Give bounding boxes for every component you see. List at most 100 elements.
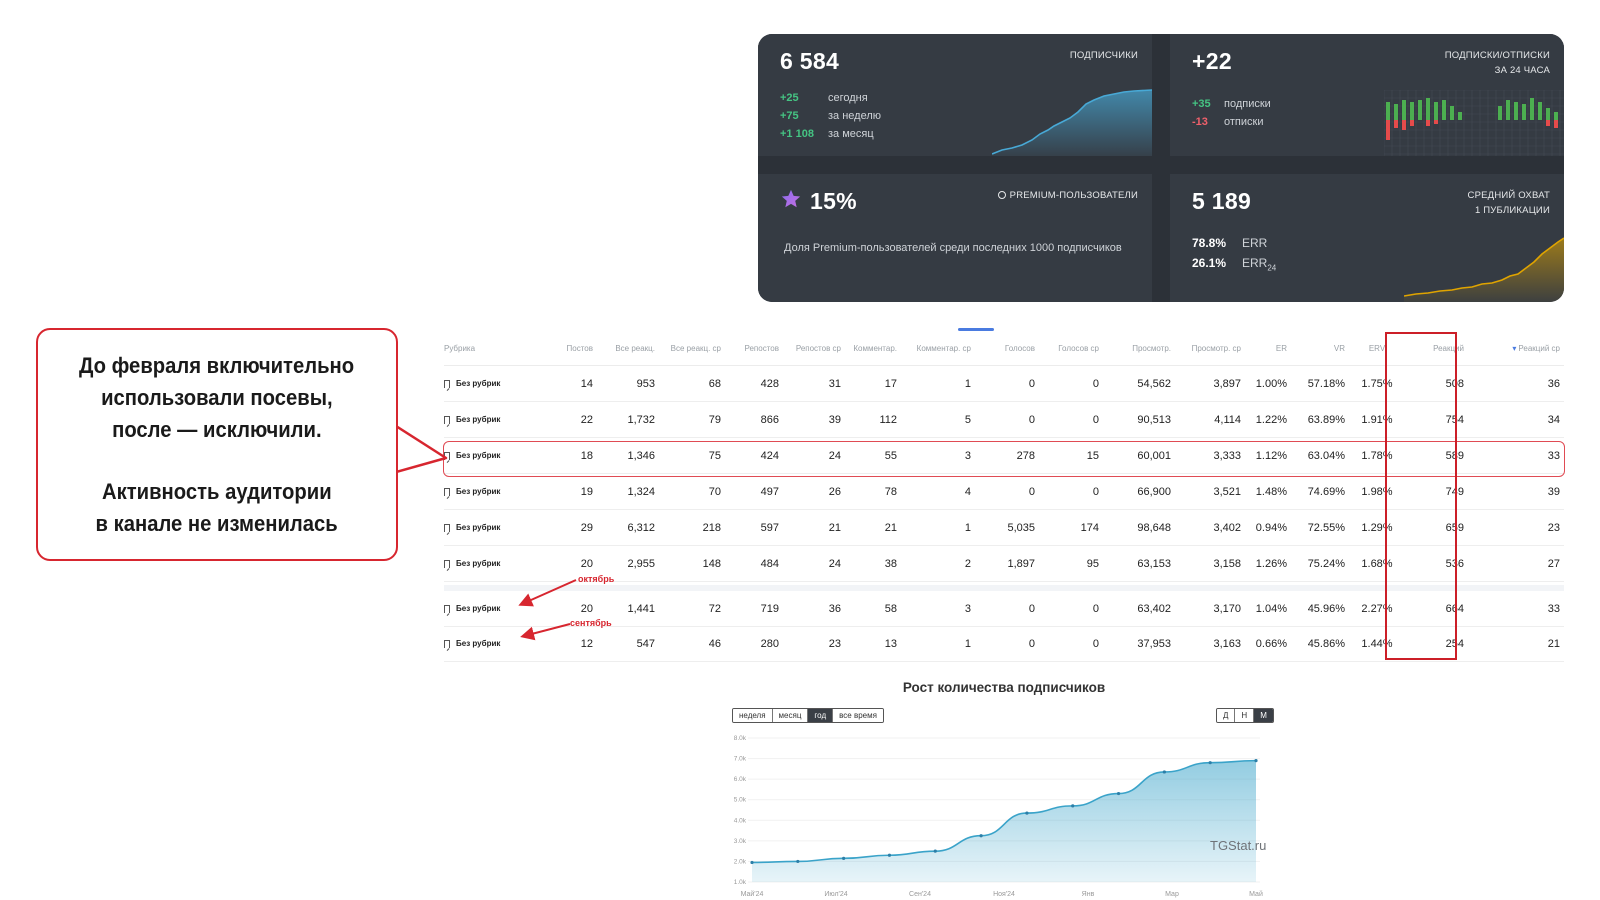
table-cell: 749	[1445, 485, 1464, 498]
reach-card[interactable]: 5 189 СРЕДНИЙ ОХВАТ 1 ПУБЛИКАЦИИ 78.8% ERR…	[1170, 174, 1564, 302]
data-point	[1071, 804, 1075, 808]
table-cell: 36	[1547, 377, 1560, 390]
column-header[interactable]: Комментар. ср	[916, 344, 971, 353]
star-icon	[781, 189, 801, 208]
x-tick-label: Май	[1249, 890, 1263, 898]
column-header[interactable]: Все реакц.	[615, 344, 655, 353]
data-point	[1116, 791, 1121, 796]
minus-bar	[1394, 120, 1398, 128]
premium-label: PREMIUM-ПОЛЬЗОВАТЕЛИ	[997, 188, 1138, 203]
table-cell: 0	[1092, 637, 1099, 650]
table-cell: 6,312	[627, 521, 655, 534]
switch-button[interactable]: М	[1254, 709, 1273, 722]
table-row[interactable]: Без рубрик 20 1,441 72 719 36 58 3 0 0 63,402 3,170…	[444, 591, 1564, 627]
table-cell: 26	[828, 485, 841, 498]
subscribers-count: 6 584	[780, 48, 840, 74]
minus-bar	[1554, 120, 1558, 128]
subs-month-row: +1 108 за месяц	[780, 128, 874, 140]
rubric-cell[interactable]: Без рубрик	[444, 626, 524, 661]
column-header[interactable]: Просмотр.	[1132, 344, 1171, 353]
bookmark-icon	[444, 639, 450, 648]
table-row[interactable]: Без рубрик 18 1,346 75 424 24 55 3 278 15 60,001 3,…	[444, 438, 1564, 474]
column-header[interactable]: Постов	[566, 344, 593, 353]
bookmark-icon	[444, 379, 450, 388]
table-row[interactable]: Без рубрик 12 547 46 280 23 13 1 0 0 37,953 3,163 0.…	[444, 626, 1564, 662]
annotation-callout: До февраля включительно использовали пос…	[36, 328, 398, 561]
table-cell: 78	[884, 485, 897, 498]
rubric-cell[interactable]: Без рубрик	[444, 366, 524, 401]
period-switcher: неделя месяц год все время	[732, 708, 884, 723]
table-cell: 1	[964, 377, 971, 390]
switch-button[interactable]: Д	[1217, 709, 1236, 722]
bookmark-icon	[444, 451, 450, 460]
table-cell: 57.18%	[1307, 377, 1345, 390]
table-row[interactable]: Без рубрик 22 1,732 79 866 39 112 5 0 0 90,513 4,11…	[444, 402, 1564, 438]
x-tick-label: Июл'24	[824, 891, 847, 898]
table-row[interactable]: Без рубрик 20 2,955 148 484 24 38 2 1,897 95 63,15…	[444, 546, 1564, 582]
column-header[interactable]: Голосов ср	[1058, 344, 1099, 353]
growth-chart-card: Рост количества подписчиков неделя месяц г…	[720, 662, 1288, 900]
subscribers-card[interactable]: 6 584 ПОДПИСЧИКИ +25 сегодня +75 за неделю…	[758, 34, 1152, 156]
table-cell: 4,114	[1214, 413, 1241, 426]
rubric-cell[interactable]: Без рубрик	[444, 438, 524, 473]
switch-button[interactable]: все время	[833, 709, 883, 722]
sort-icon[interactable]: ▾	[1512, 344, 1517, 353]
column-header[interactable]: Голосов	[1004, 344, 1035, 353]
rubric-cell[interactable]: Без рубрик	[444, 474, 524, 509]
rubric-cell[interactable]: Без рубрик	[444, 546, 524, 581]
table-cell: 278	[1016, 449, 1035, 462]
minus-bar	[1410, 120, 1414, 126]
minus-bar	[1386, 120, 1390, 140]
table-cell: 38	[884, 557, 897, 570]
switch-button[interactable]: месяц	[772, 709, 809, 722]
table-cell: 21	[1547, 637, 1560, 650]
table-cell: 112	[879, 413, 897, 426]
bookmark-icon	[444, 559, 450, 568]
switch-button[interactable]: неделя	[733, 709, 773, 722]
callout-line: До февраля включительно	[79, 352, 355, 378]
table-row[interactable]: Без рубрик 19 1,324 70 497 26 78 4 0 0 66,900 3,521…	[444, 474, 1564, 510]
table-cell: 34	[1547, 413, 1560, 426]
rubric-cell[interactable]: Без рубрик	[444, 510, 524, 545]
switch-button[interactable]: Н	[1235, 709, 1255, 722]
subs-unsubs-bars	[1384, 90, 1564, 156]
column-header[interactable]: Все реакц. ср	[670, 344, 721, 353]
table-cell: 484	[760, 557, 779, 570]
column-header[interactable]: Рубрика	[444, 344, 476, 353]
table-cell: 54,562	[1137, 377, 1171, 390]
table-cell: 24	[828, 557, 841, 570]
table-cell: 254	[1445, 637, 1464, 650]
table-cell: 27	[1547, 557, 1560, 570]
table-cell: 20	[580, 557, 593, 570]
rubric-cell[interactable]: Без рубрик	[444, 402, 524, 437]
table-cell: 3,402	[1213, 521, 1241, 534]
column-header[interactable]: ERV	[1368, 344, 1386, 353]
column-header[interactable]: Репостов	[744, 344, 780, 353]
table-row[interactable]: Без рубрик 29 6,312 218 597 21 21 1 5,035 174 98,6…	[444, 510, 1564, 546]
plus-bar	[1450, 106, 1454, 120]
table-row[interactable]: Без рубрик 14 953 68 428 31 17 1 0 0 54,562 3,897 1.…	[444, 366, 1564, 402]
table-cell: 589	[1445, 449, 1464, 462]
column-header[interactable]: Реакций	[1433, 344, 1464, 353]
column-header[interactable]: Просмотр. ср	[1191, 344, 1241, 353]
table-cell: 0	[1092, 377, 1099, 390]
rubric-cell[interactable]: Без рубрик	[444, 591, 524, 626]
switch-button[interactable]: год	[808, 709, 834, 722]
column-header[interactable]: ER	[1275, 344, 1287, 353]
table-cell: 2	[964, 557, 971, 570]
minus-bar	[1426, 120, 1430, 126]
table-cell: 497	[760, 485, 779, 498]
x-tick-label: Мар	[1165, 891, 1179, 898]
plus-bar	[1394, 104, 1398, 120]
y-tick-label: 3.0k	[734, 838, 747, 845]
column-header[interactable]: ▾ Реакций ср	[1512, 344, 1560, 353]
column-header[interactable]: VR	[1333, 344, 1345, 353]
table-cell: 45.86%	[1307, 637, 1345, 650]
premium-card[interactable]: 15% PREMIUM-ПОЛЬЗОВАТЕЛИ Доля Premium-по…	[758, 174, 1152, 302]
table-cell: 1.78%	[1361, 449, 1393, 462]
column-header[interactable]: Комментар.	[853, 344, 897, 353]
table-cell: 95	[1086, 557, 1099, 570]
subs-unsubs-card[interactable]: +22 ПОДПИСКИ/ОТПИСКИ ЗА 24 ЧАСА +35 подпис…	[1170, 34, 1564, 156]
plus-bar	[1434, 102, 1438, 120]
column-header[interactable]: Репостов ср	[795, 344, 841, 353]
